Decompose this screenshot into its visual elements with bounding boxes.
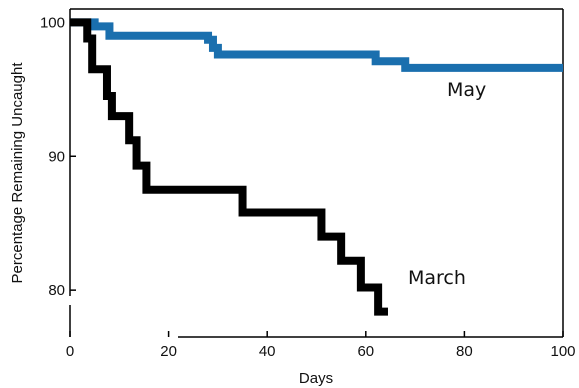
march-series-line	[70, 18, 388, 316]
may-series-line	[70, 18, 563, 72]
march-series-label: March	[408, 267, 466, 289]
x-tick-label: 100	[550, 343, 575, 360]
series-group	[70, 18, 563, 316]
may-series-label: May	[447, 79, 486, 101]
y-axis-title: Percentage Remaining Uncaught	[9, 62, 26, 284]
x-tick-label: 20	[160, 343, 177, 360]
x-tick-group: 0 20 40 60 80 100	[66, 331, 576, 360]
x-tick-label: 40	[259, 343, 276, 360]
x-tick-label: 80	[456, 343, 473, 360]
y-tick-label: 100	[40, 14, 65, 31]
x-tick-label: 0	[66, 343, 74, 360]
y-tick-group: 80 90 100	[40, 14, 76, 299]
y-tick-label: 90	[48, 148, 65, 165]
x-axis-title: Days	[299, 370, 333, 387]
x-tick-label: 60	[357, 343, 374, 360]
y-tick-label: 80	[48, 282, 65, 299]
plot-frame	[69, 8, 564, 338]
